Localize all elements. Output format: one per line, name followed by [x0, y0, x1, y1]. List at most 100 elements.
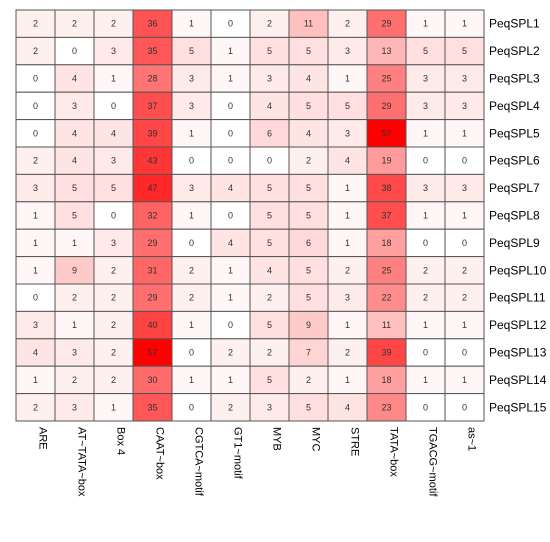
cell-value-label: 9: [72, 265, 77, 275]
cell-value-label: 1: [72, 320, 77, 330]
cell-value-label: 5: [72, 183, 77, 193]
cell-value-label: 4: [111, 128, 116, 138]
cell-value-label: 4: [72, 156, 77, 166]
column-label: TGACG~motif: [427, 427, 439, 497]
cell-value-label: 1: [423, 19, 428, 29]
cell-value-label: 3: [111, 46, 116, 56]
row-label: PeqSPL5: [489, 126, 540, 140]
cell-value-label: 1: [228, 293, 233, 303]
cell-value-label: 1: [345, 211, 350, 221]
cell-value-label: 22: [381, 293, 391, 303]
cell-value-label: 43: [147, 156, 157, 166]
cell-value-label: 39: [147, 128, 157, 138]
cell-value-label: 0: [423, 348, 428, 358]
row-label: PeqSPL8: [489, 209, 540, 223]
cell-value-label: 2: [423, 265, 428, 275]
cell-value-label: 6: [267, 128, 272, 138]
cell-value-label: 3: [423, 74, 428, 84]
row-label: PeqSPL9: [489, 236, 540, 250]
cell-value-label: 4: [306, 74, 311, 84]
cell-value-label: 2: [33, 46, 38, 56]
column-label: AT~TATA~box: [76, 427, 88, 497]
cell-value-label: 37: [147, 101, 157, 111]
cell-value-label: 2: [228, 402, 233, 412]
cell-value-label: 5: [111, 183, 116, 193]
cell-value-label: 32: [147, 211, 157, 221]
cell-value-label: 0: [228, 128, 233, 138]
cell-value-label: 3: [189, 101, 194, 111]
cell-value-label: 3: [345, 128, 350, 138]
cell-value-label: 5: [306, 265, 311, 275]
cell-value-label: 25: [381, 265, 391, 275]
cell-value-label: 13: [381, 46, 391, 56]
cell-value-label: 2: [33, 19, 38, 29]
row-label: PeqSPL15: [489, 400, 547, 414]
cell-value-label: 23: [381, 402, 391, 412]
cell-value-label: 29: [147, 238, 157, 248]
cell-value-label: 1: [33, 265, 38, 275]
cell-value-label: 0: [33, 101, 38, 111]
cell-value-label: 1: [462, 320, 467, 330]
cell-value-label: 4: [228, 183, 233, 193]
cell-value-label: 18: [381, 238, 391, 248]
cell-value-label: 2: [306, 156, 311, 166]
cell-value-label: 1: [189, 128, 194, 138]
cell-value-label: 1: [345, 183, 350, 193]
row-label: PeqSPL3: [489, 72, 540, 86]
column-label: ARE: [37, 427, 49, 450]
cell-value-label: 2: [228, 348, 233, 358]
row-label: PeqSPL2: [489, 44, 540, 58]
cell-value-label: 4: [72, 74, 77, 84]
cell-value-label: 0: [462, 238, 467, 248]
cell-value-label: 1: [33, 211, 38, 221]
heatmap-cells: 2 2 2 36 1 0 2 11 2 29 1 12 0 3 35 5 1 5 5 3 13 5 50 4 1 28 3 1 3 4 1 2…: [16, 10, 484, 421]
cell-value-label: 4: [345, 156, 350, 166]
column-label: MYC: [310, 427, 322, 452]
cell-value-label: 3: [189, 74, 194, 84]
cell-value-label: 0: [462, 348, 467, 358]
cell-value-label: 0: [33, 74, 38, 84]
cell-value-label: 6: [306, 238, 311, 248]
cell-value-label: 1: [189, 19, 194, 29]
cell-value-label: 1: [228, 74, 233, 84]
cell-value-label: 3: [267, 402, 272, 412]
cell-value-label: 5: [306, 211, 311, 221]
row-label: PeqSPL13: [489, 346, 547, 360]
cell-value-label: 19: [381, 156, 391, 166]
column-label: CGTCA~motif: [193, 427, 205, 497]
cell-value-label: 25: [381, 74, 391, 84]
cell-value-label: 37: [381, 211, 391, 221]
cell-value-label: 0: [423, 402, 428, 412]
cell-value-label: 1: [189, 375, 194, 385]
column-label: CAAT~box: [154, 427, 166, 480]
cell-value-label: 2: [345, 348, 350, 358]
cell-value-label: 5: [267, 320, 272, 330]
cell-value-label: 1: [423, 128, 428, 138]
cell-value-label: 0: [228, 19, 233, 29]
cell-value-label: 3: [423, 183, 428, 193]
cell-value-label: 1: [345, 320, 350, 330]
column-label: Box 4: [115, 427, 127, 455]
cell-value-label: 3: [345, 293, 350, 303]
cell-value-label: 31: [147, 265, 157, 275]
row-label: PeqSPL1: [489, 17, 540, 31]
cell-value-label: 1: [189, 320, 194, 330]
cell-value-label: 0: [228, 156, 233, 166]
cell-value-label: 2: [72, 375, 77, 385]
cell-value-label: 11: [304, 19, 313, 29]
row-label: PeqSPL6: [489, 154, 540, 168]
cell-value-label: 0: [228, 320, 233, 330]
cell-value-label: 0: [189, 238, 194, 248]
cell-value-label: 0: [462, 402, 467, 412]
cell-value-label: 5: [306, 402, 311, 412]
cell-value-label: 0: [462, 156, 467, 166]
column-label: as~1: [466, 427, 478, 451]
cell-value-label: 5: [462, 46, 467, 56]
cell-value-label: 1: [423, 211, 428, 221]
cell-value-label: 1: [33, 375, 38, 385]
cell-value-label: 1: [345, 238, 350, 248]
cell-value-label: 1: [228, 46, 233, 56]
cell-value-label: 5: [267, 183, 272, 193]
cell-value-label: 29: [147, 293, 157, 303]
cell-value-label: 2: [345, 265, 350, 275]
